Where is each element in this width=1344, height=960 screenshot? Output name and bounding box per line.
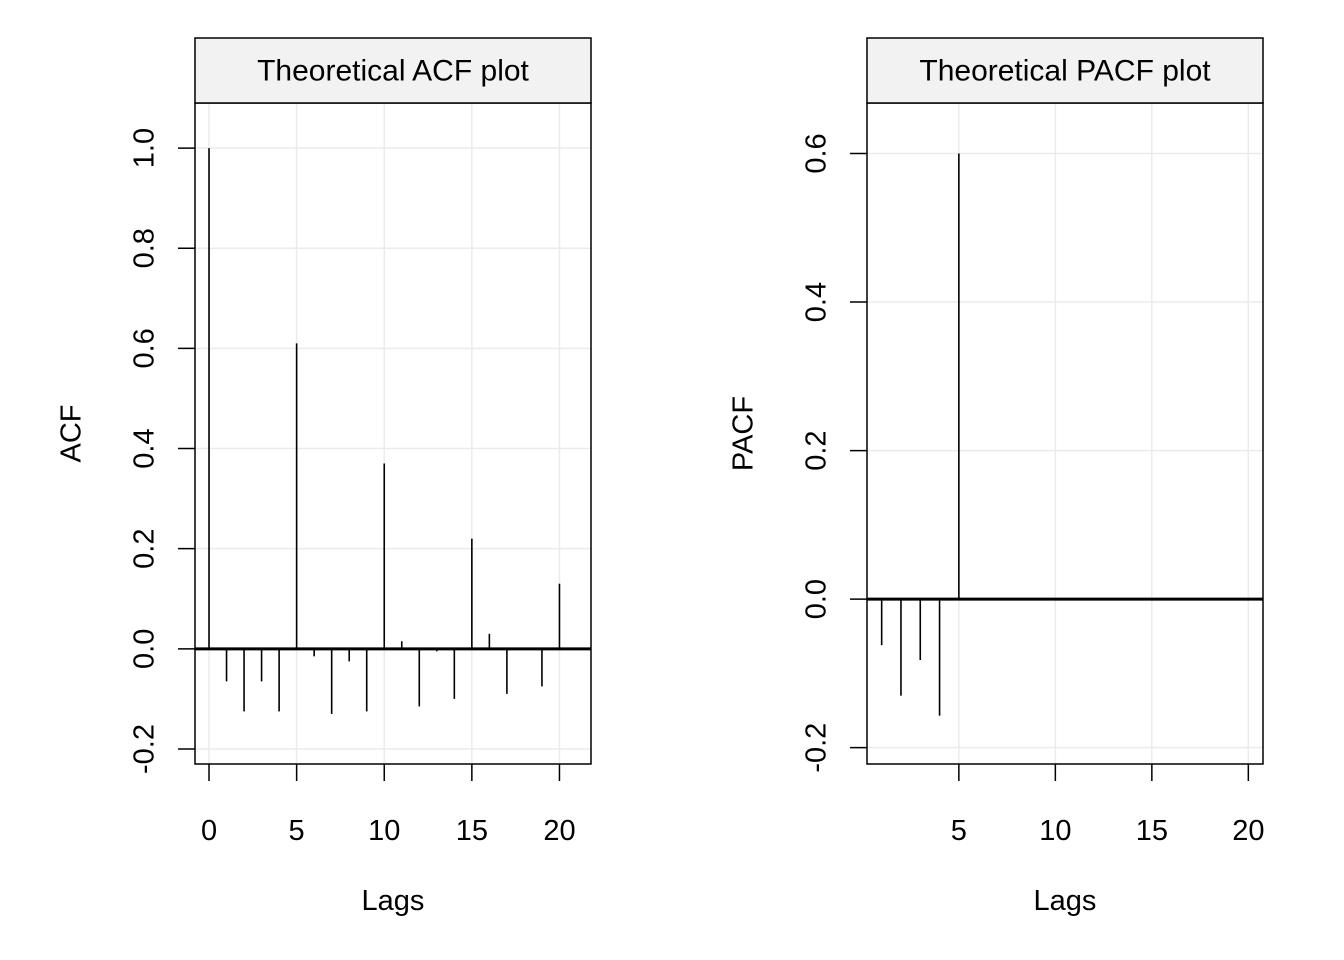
- pacf-title-strip: [866, 37, 1264, 104]
- pacf-y-tick-label: 0.2: [801, 430, 833, 470]
- pacf-x-axis-label: Lags: [1034, 885, 1097, 917]
- pacf-plot-frame: [866, 102, 1264, 765]
- acf-y-tick-label: -0.2: [129, 724, 161, 774]
- pacf-y-tick-label: 0.4: [801, 282, 833, 322]
- acf-plot-frame: [194, 102, 592, 765]
- acf-x-axis-label: Lags: [362, 885, 425, 917]
- pacf-chart-title: Theoretical PACF plot: [919, 55, 1211, 88]
- pacf-x-tick-label: 10: [1039, 815, 1071, 847]
- acf-x-tick-label: 0: [201, 815, 217, 847]
- acf-panel: Theoretical ACF plot 0 5 10 15 20 -0.2 0.0 0.2…: [56, 37, 592, 917]
- pacf-x-tick-label: 5: [951, 815, 967, 847]
- pacf-x-tick-label: 20: [1232, 815, 1264, 847]
- acf-y-tick-label: 0.4: [129, 428, 161, 468]
- acf-title-strip: [194, 37, 592, 104]
- acf-y-axis-label: ACF: [56, 405, 88, 463]
- pacf-y-tick-label: 0.0: [801, 579, 833, 619]
- pacf-y-axis-label: PACF: [728, 396, 760, 471]
- pacf-panel: Theoretical PACF plot 5 10 15 20 -0.2 0.0 0.2…: [728, 37, 1264, 917]
- acf-y-tick-label: 0.0: [129, 629, 161, 669]
- acf-chart-title: Theoretical ACF plot: [257, 55, 529, 88]
- pacf-y-tick-label: -0.2: [801, 723, 833, 773]
- pacf-x-tick-label: 15: [1136, 815, 1168, 847]
- acf-x-tick-label: 20: [543, 815, 575, 847]
- acf-x-tick-label: 10: [368, 815, 400, 847]
- pacf-y-tick-label: 0.6: [801, 133, 833, 173]
- acf-y-tick-label: 0.2: [129, 529, 161, 569]
- acf-y-tick-label: 1.0: [129, 128, 161, 168]
- acf-y-tick-label: 0.8: [129, 228, 161, 268]
- acf-y-tick-label: 0.6: [129, 328, 161, 368]
- acf-x-tick-label: 15: [456, 815, 488, 847]
- acf-x-tick-label: 5: [289, 815, 305, 847]
